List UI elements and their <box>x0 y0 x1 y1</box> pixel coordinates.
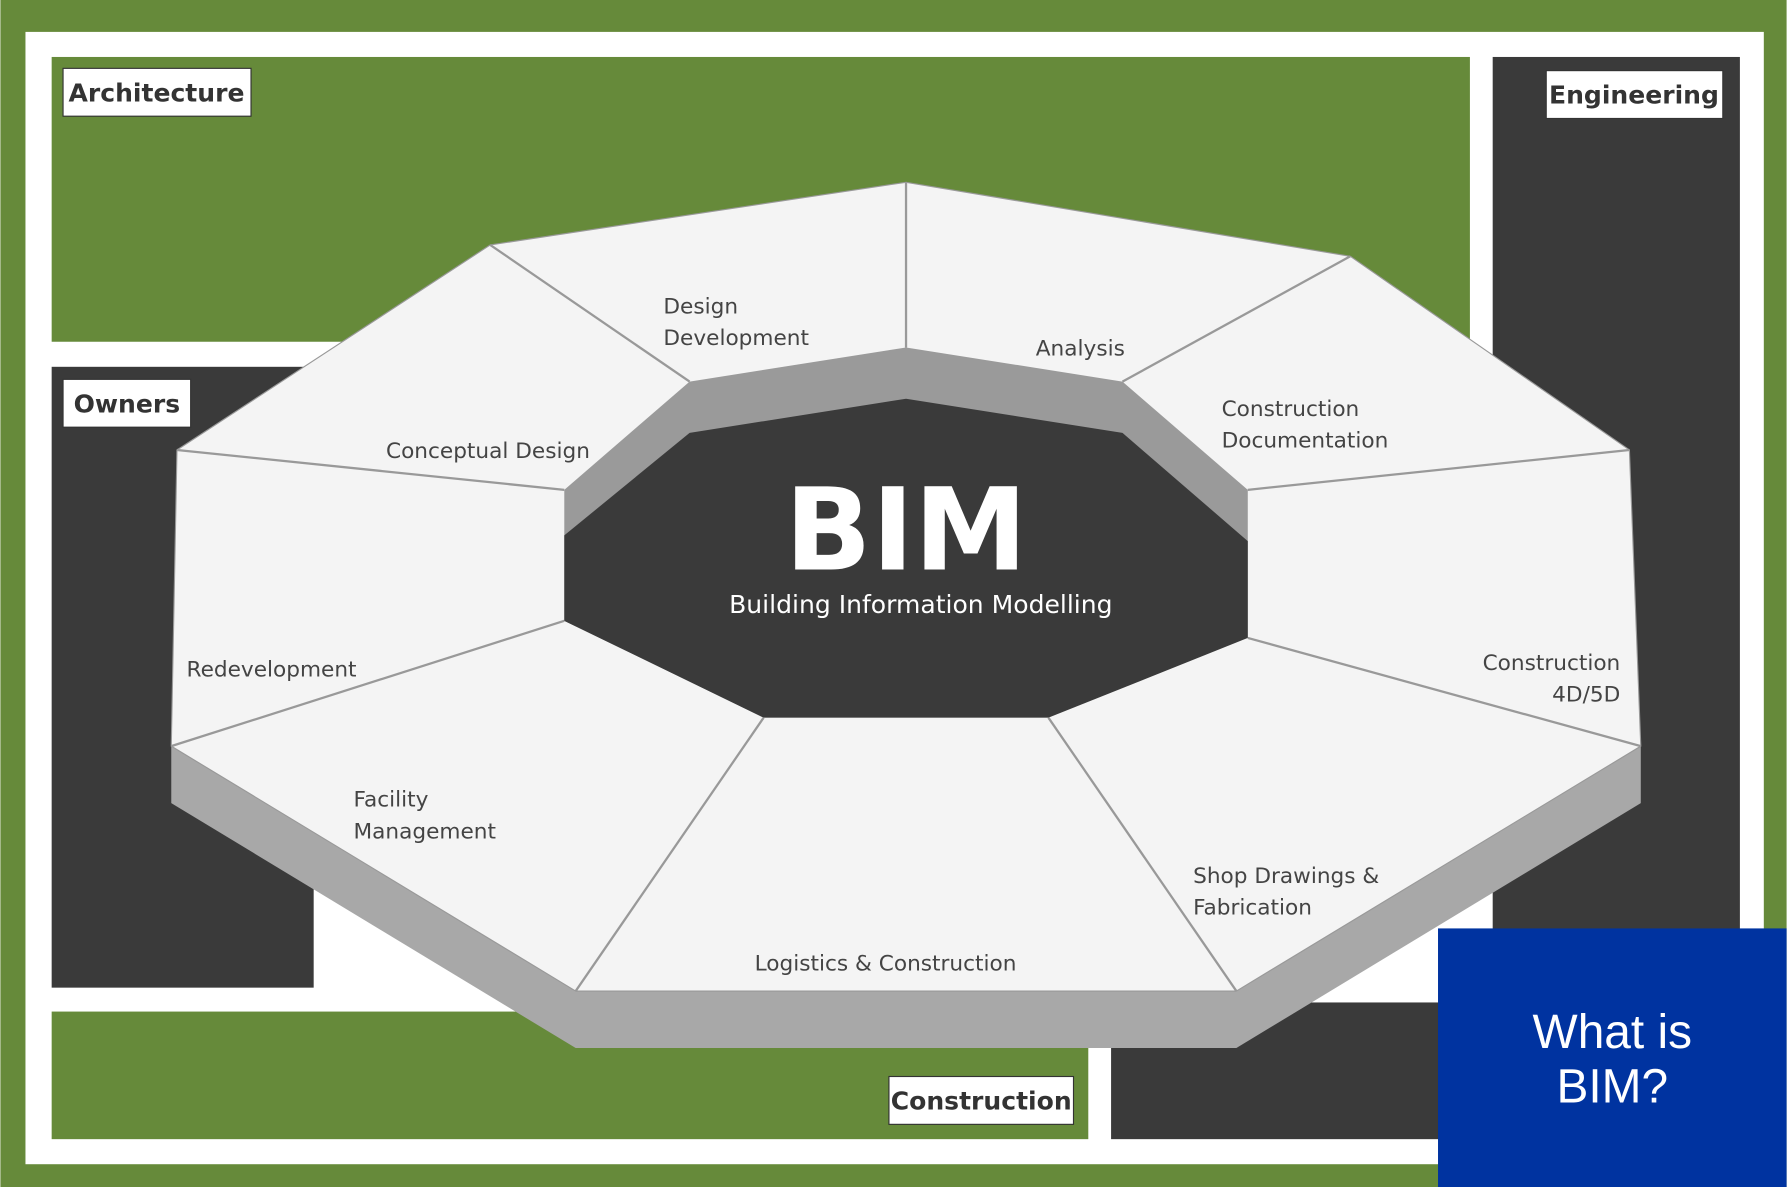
segment-dividers <box>170 182 1642 992</box>
stage-label: Documentation <box>1222 429 1389 454</box>
stage-label: Design <box>663 294 738 319</box>
panel-label: Architecture <box>68 78 244 107</box>
stage-label: Facility <box>354 788 429 813</box>
panel-label: Construction <box>891 1087 1072 1116</box>
center-hub <box>564 398 1248 718</box>
stage-label: Development <box>663 326 809 351</box>
center-subtitle: Building Information Modelling <box>729 590 1112 619</box>
stage-label: Fabrication <box>1193 896 1312 921</box>
stage-label: Management <box>354 819 496 844</box>
callout-text: BIM? <box>1556 1061 1668 1114</box>
stage-label: Construction <box>1483 651 1621 676</box>
callout-text: What is <box>1533 1006 1692 1059</box>
panel-label: Owners <box>74 389 181 418</box>
stage-label: Redevelopment <box>187 658 357 683</box>
stage-label: 4D/5D <box>1552 683 1620 708</box>
stage-label: Logistics & Construction <box>755 952 1017 977</box>
stage-label: Analysis <box>1036 336 1125 361</box>
stage-label: Conceptual Design <box>386 439 590 464</box>
panel-labels <box>62 67 1724 1125</box>
callout-box <box>1438 928 1787 1187</box>
panel-label: Engineering <box>1549 81 1719 110</box>
stage-label: Construction <box>1222 397 1360 422</box>
stage-label: Shop Drawings & <box>1193 864 1379 889</box>
center-title: BIM <box>785 464 1028 597</box>
